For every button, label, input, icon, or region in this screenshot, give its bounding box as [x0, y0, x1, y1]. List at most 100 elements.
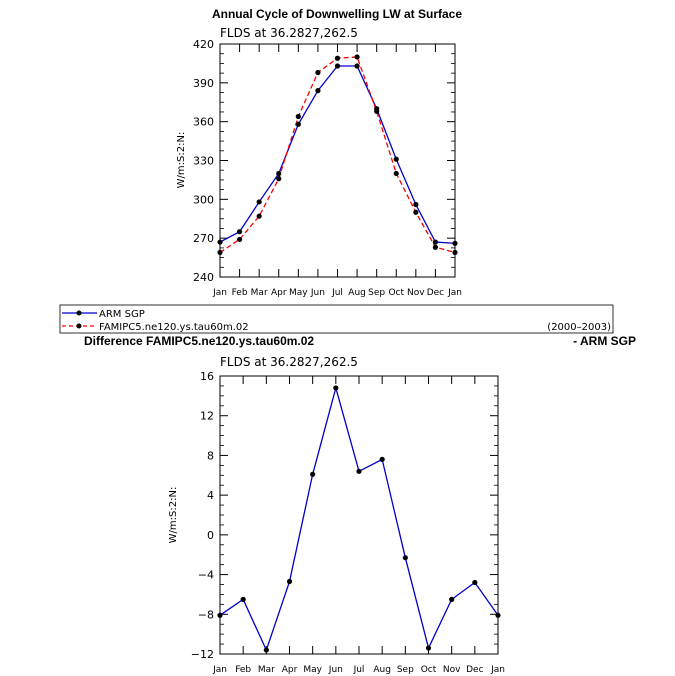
- chart2-xtick-label: Sep: [397, 665, 414, 675]
- chart1-xtick-label: Jan: [447, 288, 462, 298]
- chart2-series-0-point: [240, 596, 246, 602]
- chart2-series-0-point: [449, 596, 455, 602]
- chart2-xtick-label: Nov: [443, 665, 461, 675]
- chart1-title: Annual Cycle of Downwelling LW at Surfac…: [212, 7, 462, 21]
- chart2-frame: [219, 375, 499, 655]
- chart2-xtick-label: May: [303, 665, 322, 675]
- chart1-series-0-point: [256, 199, 262, 205]
- chart2-xtick-label: Aug: [373, 665, 391, 675]
- chart1-series-0-point: [236, 229, 243, 235]
- chart1-series-1-point: [413, 209, 419, 215]
- chart1-xtick-label: Feb: [232, 288, 248, 298]
- chart1-series-0-point: [217, 239, 223, 245]
- chart1-xtick-label: Dec: [427, 288, 444, 298]
- legend: ARM SGP FAMIPC5.ne120.ys.tau60m.02 (2000…: [59, 304, 614, 334]
- chart1-ytick-label: 420: [193, 38, 214, 51]
- chart1-xtick-label: Oct: [388, 288, 404, 298]
- legend-box: [59, 304, 614, 334]
- chart2-ytick-label: 4: [207, 489, 214, 502]
- chart2-title-left: Difference FAMIPC5.ne120.ys.tau60m.02: [84, 334, 314, 348]
- chart2-xtick-label: Jan: [490, 665, 505, 675]
- chart2-series-0-point: [286, 578, 293, 585]
- chart2-ytick-label: 12: [200, 410, 214, 423]
- chart1-series-0-point: [354, 63, 360, 69]
- chart2-series-0-point: [333, 385, 339, 391]
- chart2-xtick-label: Oct: [421, 665, 437, 675]
- chart2-series-0-line: [219, 385, 499, 652]
- chart2-ytick-label: −4: [198, 569, 214, 582]
- chart1-series-0-point: [276, 170, 282, 177]
- legend-period: (2000–2003): [547, 322, 611, 333]
- chart2-xtick-label: Jul: [353, 665, 365, 675]
- legend-label-model: FAMIPC5.ne120.ys.tau60m.02: [99, 322, 249, 333]
- chart1-ytick-label: 240: [193, 271, 214, 284]
- chart1-series-1-point: [354, 54, 360, 60]
- chart2-ytick-label: 0: [207, 529, 214, 542]
- chart1-ytick-label: 360: [193, 116, 214, 129]
- chart1-series-0-point: [334, 63, 341, 69]
- chart1-series-1-point: [334, 55, 341, 61]
- chart1-series-1-point: [217, 249, 223, 256]
- chart1-ylabel: W/m:S:2:N:: [176, 132, 187, 189]
- chart1-xtick-label: Jan: [212, 288, 227, 298]
- chart2-xtick-label: Apr: [282, 665, 298, 675]
- legend-marker-arm: [76, 310, 82, 316]
- chart1-series-0-point: [452, 240, 458, 246]
- chart1-series-1-point: [315, 69, 321, 76]
- chart2-series-0-point: [425, 645, 432, 651]
- chart1-xtick-label: May: [289, 288, 308, 298]
- chart2-ytick-label: 8: [207, 449, 214, 462]
- chart1-xtick-label: Jul: [331, 288, 343, 298]
- chart2-series-0-point: [472, 579, 478, 586]
- chart1-series-1-point: [452, 249, 458, 256]
- chart2-series-0-point: [356, 468, 362, 474]
- chart1-subtitle: FLDS at 36.2827,262.5: [220, 26, 358, 40]
- chart1-series-1-point: [393, 170, 399, 177]
- chart2-ytick-label: −12: [191, 648, 214, 661]
- chart2-plot: −12 −8 −4 0 4 8 12 16 Jan Feb Mar Apr May Jun Jul Aug Se…: [191, 370, 505, 675]
- chart1-xtick-label: Jun: [310, 288, 325, 298]
- chart1-xtick-label: Apr: [271, 288, 287, 298]
- chart1-series-1-point: [276, 176, 282, 182]
- chart1-series-1-point: [295, 113, 301, 120]
- chart1-xtick-label: Aug: [348, 288, 366, 298]
- chart1-ytick-label: 390: [193, 77, 214, 90]
- chart1-series-1-line: [219, 56, 456, 254]
- chart2-series-0-point: [310, 471, 316, 477]
- chart1-ytick-label: 300: [193, 193, 214, 206]
- chart1-xtick-label: Sep: [368, 288, 385, 298]
- chart1-xtick-label: Mar: [251, 288, 268, 298]
- chart2-xtick-label: Jun: [328, 665, 343, 675]
- chart2-ytick-label: −8: [198, 608, 214, 621]
- chart2-xtick-label: Feb: [235, 665, 251, 675]
- chart2-subtitle: FLDS at 36.2827,262.5: [220, 355, 358, 369]
- chart2-series-0-point: [217, 612, 223, 618]
- chart2-ytick-label: 16: [200, 370, 214, 383]
- chart1-series-0-line: [219, 65, 456, 244]
- chart2-xtick-label: Mar: [258, 665, 275, 675]
- chart1-series-1-point: [432, 244, 439, 250]
- chart1-series-0-point: [295, 121, 301, 127]
- chart1-ytick-label: 270: [193, 232, 214, 245]
- chart2-xtick-label: Dec: [466, 665, 483, 675]
- chart1-series-1-point: [256, 213, 262, 219]
- chart2-series-0-point: [379, 456, 385, 462]
- chart1-series-1-point: [236, 236, 243, 243]
- chart2-title-right: - ARM SGP: [573, 334, 636, 348]
- legend-marker-model: [76, 323, 82, 329]
- chart2-series-0-point: [263, 647, 269, 653]
- chart1-series-0-point: [393, 156, 399, 162]
- chart1-frame: [219, 43, 456, 278]
- chart2-series-0-point: [495, 612, 501, 618]
- chart2-series-0-point: [402, 555, 408, 561]
- chart1-series-1-point: [374, 108, 380, 114]
- chart2-xtick-label: Jan: [212, 665, 227, 675]
- chart1-series-0-point: [315, 88, 321, 94]
- chart1-series-0-point: [432, 239, 439, 245]
- chart1-xtick-label: Nov: [407, 288, 425, 298]
- chart1-ytick-label: 330: [193, 155, 214, 168]
- chart1-plot: 240 270 300 330 360 390 420 Jan Feb Mar Apr May Jun J…: [193, 38, 462, 298]
- legend-label-arm: ARM SGP: [99, 309, 145, 320]
- chart1-series-0-point: [413, 201, 419, 208]
